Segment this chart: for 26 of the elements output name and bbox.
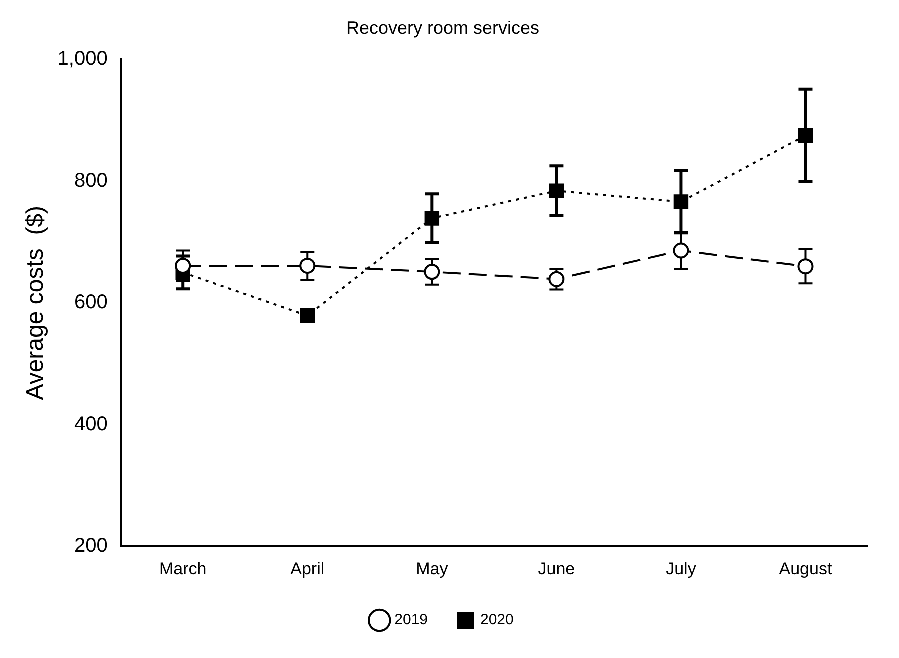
y-tick-label: 600 xyxy=(74,292,108,314)
y-tick-label: 400 xyxy=(74,413,108,436)
point xyxy=(798,258,814,275)
x-tick-label: March xyxy=(159,559,207,578)
y-axis-title: Average costs ($) xyxy=(22,206,50,400)
point xyxy=(798,128,814,144)
chart-title: Recovery room services xyxy=(346,18,540,38)
x-tick-label: May xyxy=(416,559,449,578)
x-tick-label: April xyxy=(290,559,325,578)
point xyxy=(674,194,689,210)
x-tick-label: August xyxy=(779,559,832,578)
point xyxy=(175,258,192,274)
y-tick-label: 200 xyxy=(74,535,108,558)
point xyxy=(300,258,316,274)
legend-label: 2019 xyxy=(394,612,428,629)
point xyxy=(300,308,315,324)
y-tick-label: 1,000 xyxy=(58,48,108,70)
x-tick-label: July xyxy=(666,559,697,578)
legend-label: 2020 xyxy=(480,612,514,629)
point xyxy=(549,184,564,198)
y-tick-label: 800 xyxy=(74,170,108,192)
point xyxy=(424,264,440,280)
point xyxy=(673,242,690,259)
point xyxy=(548,271,565,288)
x-tick-label: June xyxy=(538,559,576,578)
point xyxy=(424,211,440,226)
